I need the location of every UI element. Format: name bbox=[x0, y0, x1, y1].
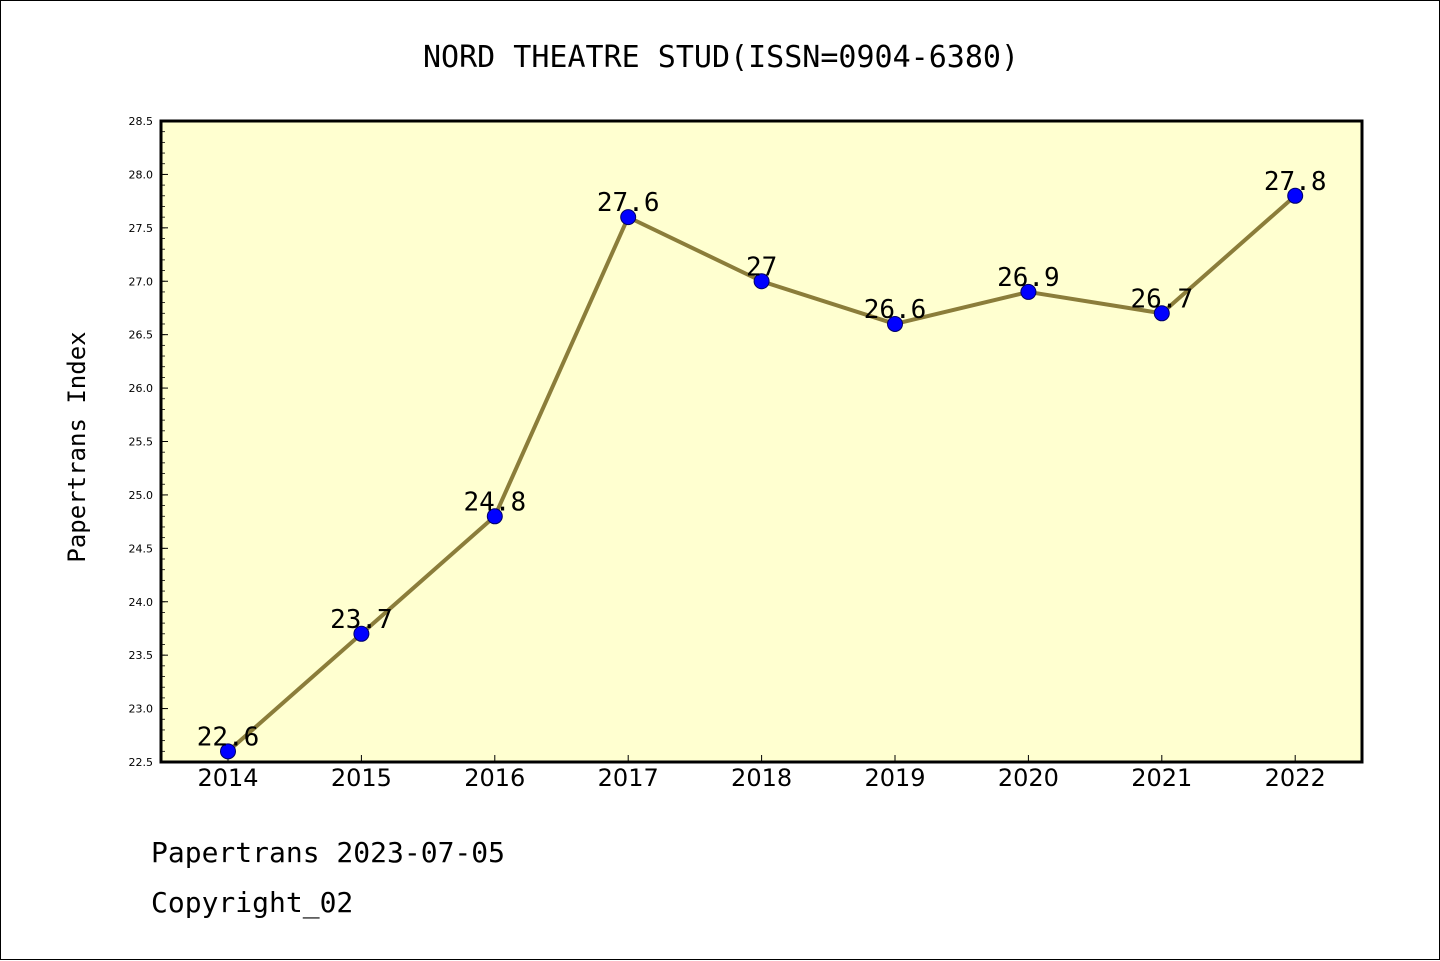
y-tick-label: 28.5 bbox=[129, 115, 154, 128]
x-tick-label: 2019 bbox=[864, 764, 925, 792]
data-point bbox=[1287, 187, 1304, 204]
data-label: 24.8 bbox=[463, 487, 526, 517]
x-tick-label: 2016 bbox=[464, 764, 525, 792]
x-tick-label: 2021 bbox=[1131, 764, 1192, 792]
y-tick-label: 24.5 bbox=[129, 542, 154, 555]
data-point bbox=[353, 625, 370, 642]
y-tick-label: 25.5 bbox=[129, 436, 154, 449]
y-axis-label: Papertrans Index bbox=[63, 331, 91, 562]
y-tick-label: 24.0 bbox=[129, 596, 154, 609]
y-tick-label: 27.0 bbox=[129, 275, 154, 288]
x-tick-label: 2017 bbox=[598, 764, 659, 792]
data-label: 27.8 bbox=[1264, 167, 1327, 197]
data-label: 27.6 bbox=[597, 188, 660, 218]
y-tick-label: 25.0 bbox=[129, 489, 154, 502]
data-label: 26.6 bbox=[864, 295, 927, 325]
y-tick-label: 23.5 bbox=[129, 649, 154, 662]
x-tick-label: 2020 bbox=[998, 764, 1059, 792]
x-tick-label: 2015 bbox=[331, 764, 392, 792]
y-axis: 22.5 23.0 23.5 24.0 24.5 25.0 25.5 26.0 26.5 27.0… bbox=[129, 115, 168, 769]
data-point bbox=[1153, 305, 1170, 322]
x-tick-label: 2018 bbox=[731, 764, 792, 792]
data-label: 22.6 bbox=[197, 722, 260, 752]
data-label: 27 bbox=[746, 252, 777, 282]
y-tick-label: 26.0 bbox=[129, 382, 154, 395]
data-point bbox=[887, 315, 903, 332]
series-group: 22.6 23.7 24.8 27.6 27 26.6 26.9 26.7 27.8 bbox=[197, 167, 1327, 760]
y-tick-label: 22.5 bbox=[129, 756, 154, 769]
data-label: 26.9 bbox=[997, 263, 1060, 293]
data-point bbox=[620, 209, 637, 226]
y-tick-label: 26.5 bbox=[129, 329, 154, 342]
chart-title: NORD THEATRE STUD(ISSN=0904-6380) bbox=[423, 40, 1019, 75]
y-tick-label: 27.5 bbox=[129, 222, 154, 235]
y-tick-label: 28.0 bbox=[129, 168, 154, 181]
data-label: 26.7 bbox=[1130, 284, 1193, 314]
data-point bbox=[220, 743, 236, 760]
footer-date: Papertrans 2023-07-05 bbox=[151, 836, 506, 869]
data-point bbox=[486, 508, 503, 525]
plot-area bbox=[159, 119, 1364, 764]
x-tick-label: 2014 bbox=[197, 764, 258, 792]
data-point bbox=[1020, 283, 1037, 300]
y-tick-label: 23.0 bbox=[129, 703, 154, 716]
footer-copyright: Copyright_02 bbox=[151, 886, 354, 919]
data-label: 23.7 bbox=[330, 605, 393, 635]
x-tick-label: 2022 bbox=[1265, 764, 1326, 792]
data-point bbox=[753, 273, 770, 290]
x-axis: 2014 2015 2016 2017 2018 2019 2020 2021 2022 bbox=[197, 755, 1326, 792]
